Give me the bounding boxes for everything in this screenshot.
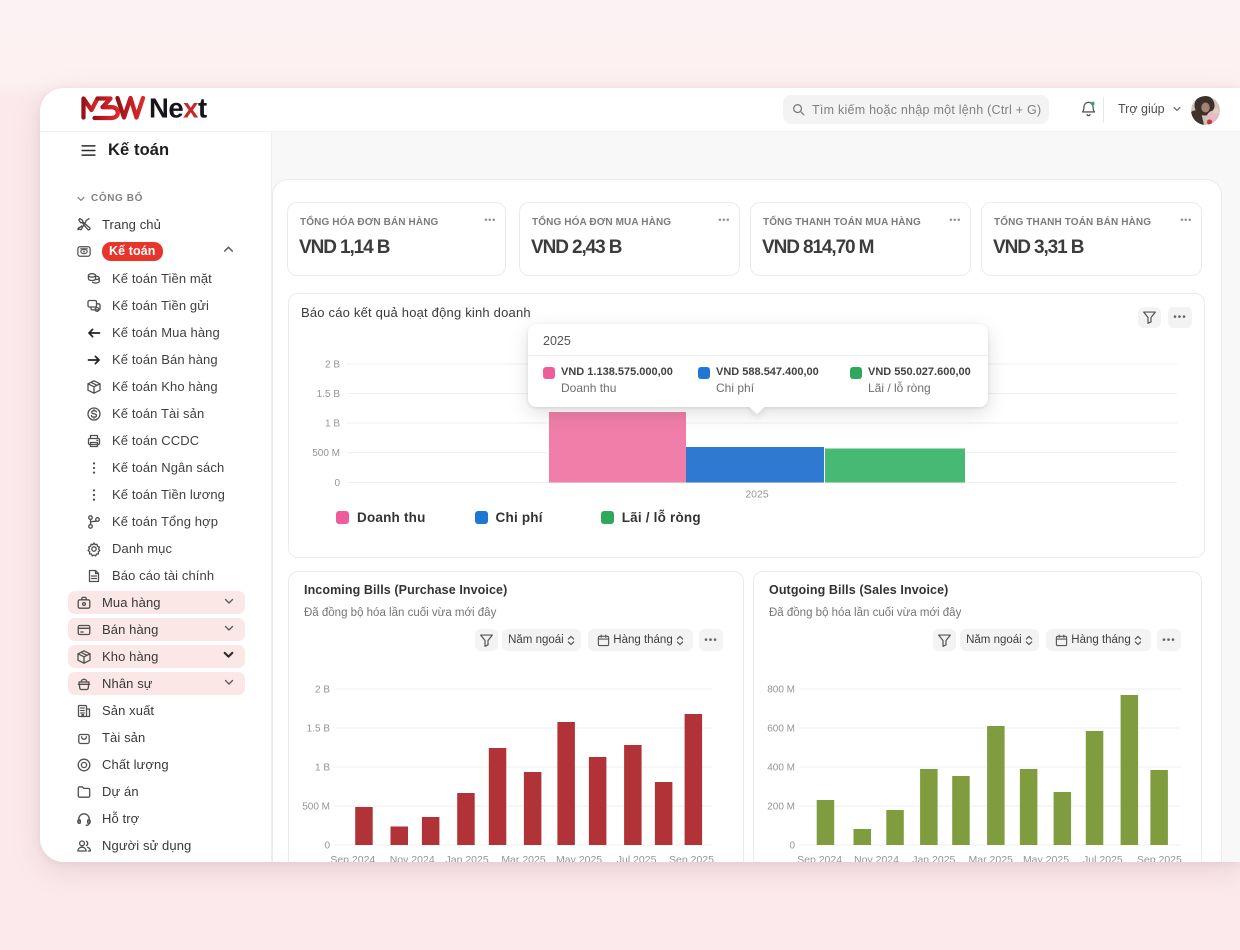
svg-text:0: 0 — [789, 841, 795, 852]
svg-text:Sep 2025: Sep 2025 — [669, 854, 714, 862]
svg-text:1.5 B: 1.5 B — [307, 724, 331, 735]
svg-text:Jul 2025: Jul 2025 — [1083, 854, 1123, 862]
svg-text:May 2025: May 2025 — [556, 854, 602, 862]
svg-text:Nov 2024: Nov 2024 — [854, 854, 899, 862]
svg-text:Jul 2025: Jul 2025 — [617, 854, 657, 862]
svg-text:May 2025: May 2025 — [1023, 854, 1069, 862]
svg-text:2 B: 2 B — [315, 685, 330, 696]
svg-text:1 B: 1 B — [325, 419, 340, 430]
svg-text:1.5 B: 1.5 B — [317, 389, 341, 400]
svg-text:Mar 2025: Mar 2025 — [969, 854, 1014, 862]
svg-text:400 M: 400 M — [767, 763, 795, 774]
svg-text:Sep 2025: Sep 2025 — [1137, 854, 1182, 862]
svg-text:200 M: 200 M — [767, 802, 795, 813]
svg-text:1 B: 1 B — [315, 763, 330, 774]
svg-text:0: 0 — [324, 841, 330, 852]
svg-text:600 M: 600 M — [767, 724, 795, 735]
svg-text:2025: 2025 — [745, 489, 769, 501]
svg-text:Jan 2025: Jan 2025 — [912, 854, 955, 862]
svg-text:Jan 2025: Jan 2025 — [445, 854, 488, 862]
svg-text:800 M: 800 M — [767, 685, 795, 696]
svg-text:0: 0 — [334, 478, 340, 489]
svg-text:Mar 2025: Mar 2025 — [501, 854, 546, 862]
svg-text:500 M: 500 M — [302, 802, 330, 813]
svg-text:2 B: 2 B — [325, 360, 340, 371]
svg-text:500 M: 500 M — [312, 448, 340, 459]
svg-text:Next: Next — [149, 93, 207, 123]
svg-text:Sep 2024: Sep 2024 — [330, 854, 375, 862]
svg-text:Nov 2024: Nov 2024 — [390, 854, 435, 862]
svg-text:Sep 2024: Sep 2024 — [797, 854, 842, 862]
